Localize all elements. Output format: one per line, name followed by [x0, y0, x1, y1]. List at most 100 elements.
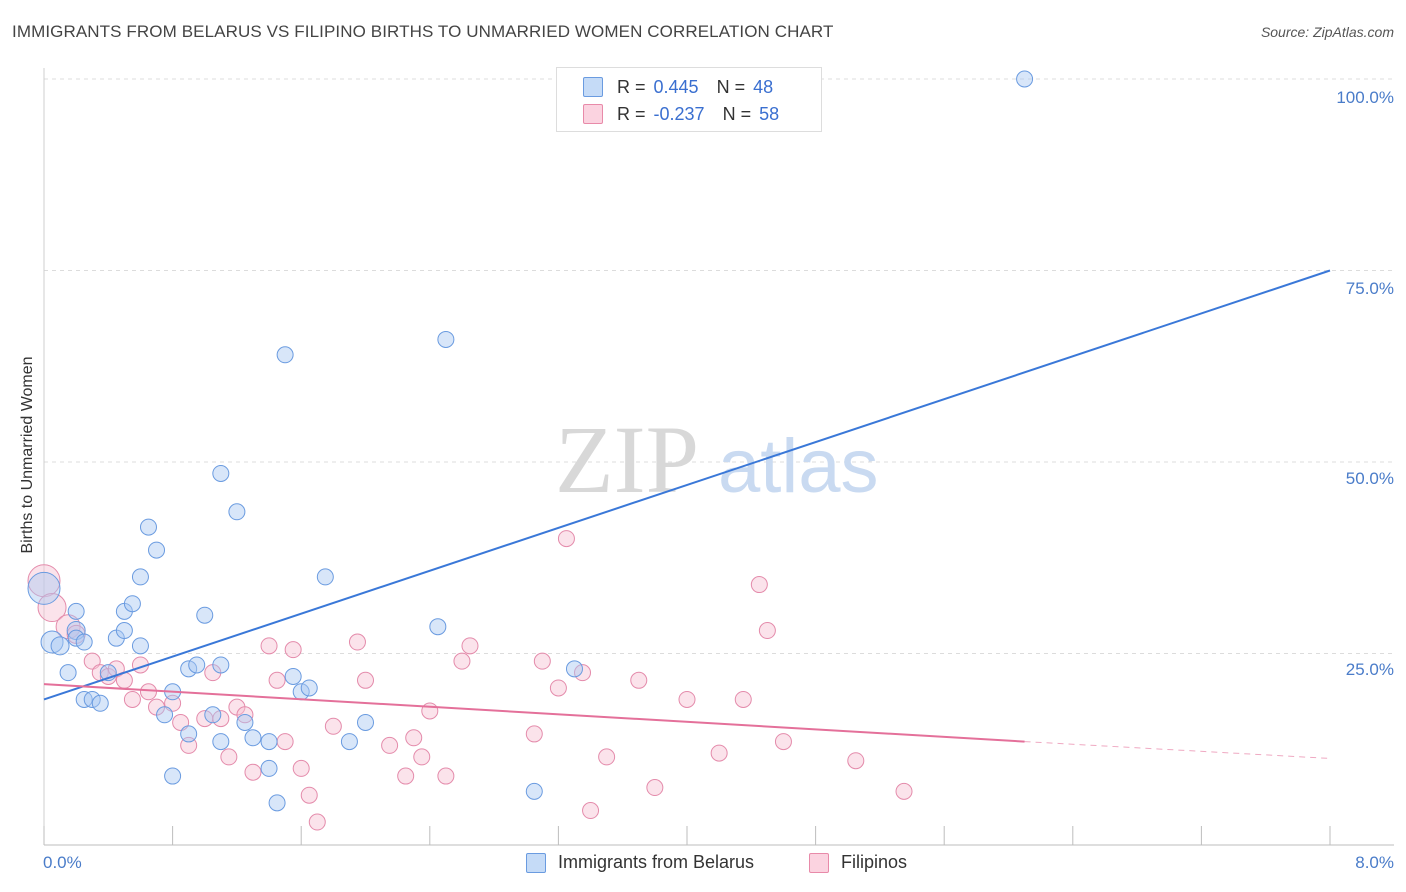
point-filipinos	[630, 671, 648, 689]
watermark-zip: ZIP	[555, 406, 699, 513]
point-filipinos	[220, 748, 238, 766]
point-filipinos	[758, 622, 776, 640]
point-filipinos	[284, 641, 302, 659]
point-belarus	[180, 725, 198, 743]
trend-line-filipinos-extension	[1024, 741, 1331, 759]
point-filipinos	[123, 690, 141, 708]
bottom-legend-label: Immigrants from Belarus	[558, 852, 755, 872]
point-filipinos	[300, 786, 318, 804]
point-filipinos	[774, 733, 792, 751]
point-filipinos	[533, 652, 551, 670]
point-belarus	[316, 568, 334, 586]
legend-r-label: R =	[617, 103, 646, 124]
point-filipinos	[895, 782, 913, 800]
legend-row-belarus: R = 0.445 N = 48	[557, 74, 773, 100]
point-belarus	[131, 568, 149, 586]
bottom-legend-label: Filipinos	[841, 852, 908, 872]
point-belarus	[196, 606, 214, 624]
point-belarus	[212, 733, 230, 751]
y-tick-75: 75.0%	[1345, 279, 1394, 298]
point-belarus	[91, 694, 109, 712]
point-belarus	[260, 759, 278, 777]
point-belarus	[180, 660, 198, 678]
point-filipinos	[212, 710, 230, 728]
point-filipinos	[83, 652, 101, 670]
point-filipinos	[397, 767, 415, 785]
gridlines	[44, 78, 1394, 654]
point-belarus	[115, 622, 133, 640]
point-filipinos	[646, 779, 664, 797]
bottom-legend-belarus: Immigrants from Belarus	[526, 852, 754, 873]
series-belarus-points	[27, 70, 1034, 812]
point-filipinos	[244, 763, 262, 781]
point-belarus	[429, 618, 447, 636]
point-filipinos	[574, 664, 592, 682]
point-filipinos	[734, 690, 752, 708]
point-belarus	[123, 595, 141, 613]
point-belarus	[276, 346, 294, 364]
x-tick-left: 0.0%	[43, 853, 82, 872]
point-filipinos	[324, 717, 342, 735]
point-filipinos	[421, 702, 439, 720]
point-filipinos	[348, 633, 366, 651]
point-filipinos	[847, 752, 865, 770]
trend-lines	[43, 269, 1331, 759]
point-belarus	[300, 679, 318, 697]
point-filipinos	[260, 637, 278, 655]
point-belarus	[204, 706, 222, 724]
point-belarus	[212, 464, 230, 482]
point-belarus	[284, 667, 302, 685]
bottom-legend-filipinos: Filipinos	[809, 852, 907, 873]
legend-r-value: -0.237	[653, 103, 705, 124]
point-belarus	[437, 330, 455, 348]
point-filipinos	[276, 733, 294, 751]
point-filipinos	[405, 729, 423, 747]
x-tick-right: 8.0%	[1355, 853, 1394, 872]
legend-n-value: 48	[753, 76, 774, 97]
point-belarus	[67, 629, 85, 647]
point-filipinos	[461, 637, 479, 655]
trend-line-filipinos	[43, 683, 1025, 743]
trend-line-belarus	[43, 269, 1331, 701]
legend-swatch-blue	[583, 77, 603, 97]
point-filipinos	[357, 671, 374, 689]
chart-title: IMMIGRANTS FROM BELARUS VS FILIPINO BIRT…	[12, 22, 834, 41]
x-axis	[43, 68, 1394, 846]
point-belarus	[1016, 70, 1034, 88]
point-filipinos	[582, 802, 600, 820]
point-filipinos	[172, 713, 190, 731]
point-filipinos	[292, 759, 310, 777]
point-belarus	[268, 794, 286, 812]
point-belarus	[75, 633, 93, 651]
point-filipinos	[525, 725, 543, 743]
point-filipinos	[598, 748, 616, 766]
point-filipinos	[710, 744, 728, 762]
legend-n-label: N =	[722, 103, 752, 124]
point-filipinos	[549, 679, 567, 697]
legend-r-value: 0.445	[653, 76, 699, 97]
point-belarus	[139, 518, 157, 536]
point-belarus	[188, 656, 206, 674]
series-filipinos-points	[27, 530, 913, 831]
point-belarus	[50, 636, 70, 656]
point-filipinos	[381, 736, 399, 754]
point-filipinos	[107, 660, 125, 678]
point-belarus	[27, 571, 61, 605]
point-filipinos	[557, 530, 575, 548]
point-belarus	[59, 664, 77, 682]
point-belarus	[565, 660, 583, 678]
legend-swatch-pink	[583, 104, 603, 124]
point-belarus	[148, 541, 166, 559]
point-belarus	[357, 713, 374, 731]
legend-r-label: R =	[617, 76, 646, 97]
point-belarus	[244, 729, 262, 747]
bottom-legend-swatch-pink	[809, 852, 829, 873]
point-belarus	[67, 602, 85, 620]
y-tick-25: 25.0%	[1345, 660, 1394, 679]
point-belarus	[164, 767, 182, 785]
bottom-legend-swatch-blue	[526, 852, 546, 873]
point-filipinos	[308, 813, 326, 831]
point-belarus	[236, 713, 254, 731]
y-tick-50: 50.0%	[1345, 469, 1394, 488]
